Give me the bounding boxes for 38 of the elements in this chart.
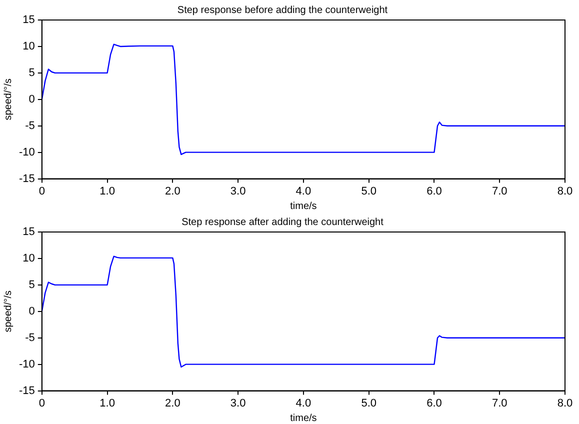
y-tick-label: 10 [22, 40, 35, 52]
y-tick-label: -10 [18, 146, 35, 158]
x-tick-label: 3.0 [230, 185, 246, 198]
x-tick-label: 4.0 [296, 185, 312, 198]
y-tick-label: 5 [28, 66, 35, 79]
x-tick-label: 2.0 [165, 185, 180, 198]
y-tick-label: -10 [18, 358, 35, 370]
y-tick-label: 0 [28, 305, 35, 318]
chart-title: Step response before adding the counterweight [177, 4, 388, 16]
x-tick-label: 1.0 [100, 185, 115, 198]
y-tick-label: 0 [28, 93, 35, 106]
y-tick-label: 15 [22, 226, 35, 238]
y-tick-label: 10 [22, 252, 35, 264]
x-tick-label: 2.0 [165, 397, 180, 410]
x-tick-label: 7.0 [492, 397, 508, 410]
y-tick-label: -5 [25, 120, 35, 132]
y-tick-label: 5 [28, 278, 35, 291]
x-tick-label: 4.0 [296, 397, 312, 410]
y-axis-title: speed/°/s [2, 78, 14, 120]
x-tick-label: 6.0 [426, 185, 442, 198]
x-tick-label: 8.0 [557, 397, 573, 410]
x-tick-label: 5.0 [361, 397, 376, 410]
y-tick-label: 15 [22, 14, 35, 26]
y-tick-label: -15 [18, 384, 35, 397]
x-tick-label: 6.0 [426, 397, 442, 410]
x-tick-label: 8.0 [557, 185, 573, 198]
x-tick-label: 5.0 [361, 185, 376, 198]
x-tick-label: 3.0 [230, 397, 246, 410]
x-tick-label: 7.0 [492, 185, 508, 198]
x-axis-title: time/s [290, 412, 317, 424]
y-tick-label: -15 [18, 172, 35, 185]
x-axis-title: time/s [290, 200, 317, 212]
y-axis-title: speed/°/s [2, 290, 14, 332]
chart-title: Step response after adding the counterweight [182, 216, 384, 228]
y-tick-label: -5 [25, 332, 35, 344]
x-tick-label: 0 [38, 185, 45, 198]
x-tick-label: 1.0 [100, 397, 115, 410]
x-tick-label: 0 [38, 397, 45, 410]
